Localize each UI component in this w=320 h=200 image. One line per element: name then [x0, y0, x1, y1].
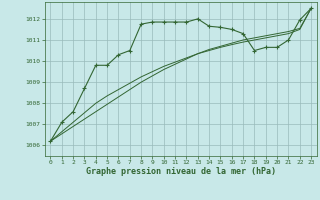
- X-axis label: Graphe pression niveau de la mer (hPa): Graphe pression niveau de la mer (hPa): [86, 167, 276, 176]
